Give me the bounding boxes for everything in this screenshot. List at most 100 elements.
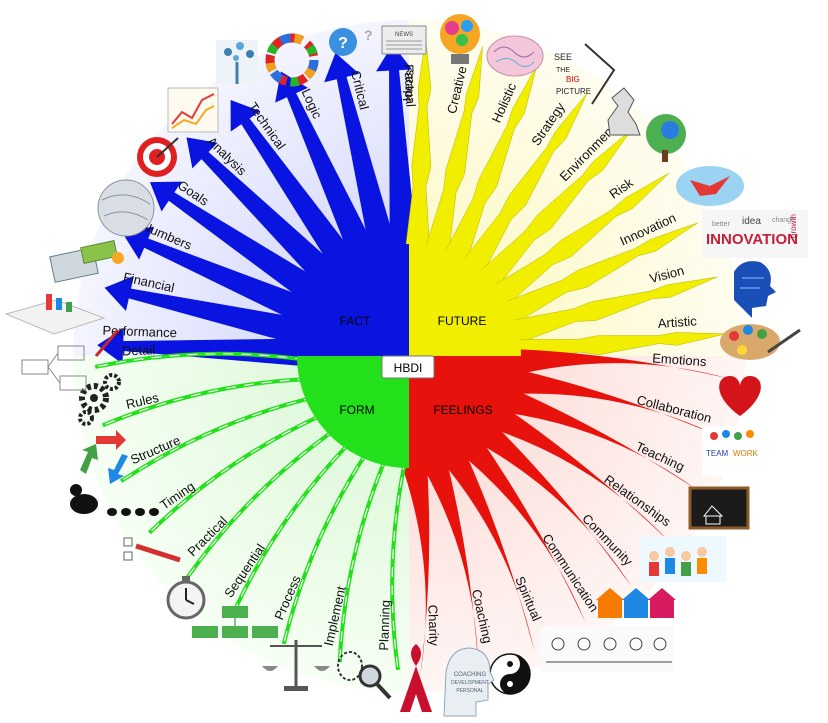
communication-sketch-picture [540, 626, 674, 672]
paint-brush [767, 328, 801, 354]
quadrant-label-feelings: FEELINGS [433, 403, 492, 417]
word-cloud-text: idea [742, 216, 761, 227]
fact-quadrant [297, 244, 409, 356]
gears-icon [78, 373, 121, 426]
teamwork-dot [734, 432, 742, 440]
form-quadrant [297, 356, 409, 468]
lightbulb-base [451, 54, 469, 64]
feelings-flame [482, 402, 670, 542]
gear-large [79, 383, 109, 413]
stopwatch-crown [182, 576, 190, 582]
cycle-arrow-green [80, 444, 98, 474]
sphere-fold [101, 194, 151, 205]
child-head [697, 547, 707, 557]
line-chart-picture [167, 87, 219, 133]
chess-knight-picture [607, 87, 641, 136]
children-group-picture [640, 536, 726, 582]
ray-form [185, 427, 337, 580]
feelings-flame [468, 418, 632, 587]
ray-fact [149, 181, 334, 312]
chalkboard-picture [688, 486, 750, 530]
future-bolt [484, 172, 670, 312]
sketch-person [551, 637, 565, 651]
form-halo [73, 356, 409, 692]
coaching-text: PERSONAL [456, 688, 483, 694]
heart-shape [719, 376, 761, 416]
house-wall [598, 600, 622, 618]
houses-picture [596, 588, 676, 618]
feelings-flame [493, 385, 700, 492]
ray-fact [275, 71, 381, 271]
ray-feelings [493, 385, 700, 492]
scales-base [284, 686, 308, 691]
head-silhouette [734, 261, 776, 318]
yin-yang-dot [507, 681, 513, 687]
ray-form [148, 412, 324, 535]
form-branch-dash [283, 451, 369, 645]
future-bolt [507, 332, 727, 366]
ray-label-form: Planning [376, 600, 393, 651]
child-body [649, 562, 659, 576]
paint-dab [743, 325, 753, 335]
flow-line [47, 366, 61, 384]
fact-arrow [376, 44, 418, 257]
duckling [121, 508, 131, 516]
ray-future [404, 38, 432, 258]
gear-hub [90, 394, 98, 402]
future-bolt [471, 128, 633, 297]
big-picture-text: SEE [554, 52, 572, 62]
ray-label-fact: Factual [401, 64, 418, 107]
pencil [135, 543, 181, 563]
future-bolt [404, 38, 432, 258]
checkbox [123, 537, 133, 547]
vision-head-picture [734, 261, 776, 318]
paint-palette-picture [720, 324, 801, 360]
ray-feelings [482, 402, 670, 542]
duck-mother [70, 494, 98, 514]
ray-future [422, 46, 483, 263]
paint-dab [737, 345, 747, 355]
duck-mother-head [70, 484, 82, 496]
puzzle-ring-blue [265, 33, 319, 87]
ray-fact [122, 226, 323, 330]
child-head [681, 551, 691, 561]
brain-fold [493, 46, 535, 58]
bar-chart-picture [4, 294, 106, 335]
heart-icon [719, 376, 761, 416]
sphere [97, 179, 155, 237]
checklist-pencil-picture [123, 537, 181, 563]
feelings-quadrant [409, 356, 521, 468]
sketch-person [603, 637, 617, 651]
big-picture-text: THE [556, 67, 570, 74]
ribbon-shape [400, 644, 432, 712]
house-roof [622, 588, 650, 600]
checkbox [123, 551, 133, 561]
ray-form [119, 395, 315, 483]
lightbulb-color [456, 34, 468, 46]
org-chart-box [222, 626, 248, 638]
sphere-fold [103, 211, 149, 221]
quadrant-label-form: FORM [339, 403, 374, 417]
fact-arrow [186, 137, 348, 296]
duckling [107, 508, 117, 516]
form-branch-dash [186, 429, 336, 579]
child-head [649, 551, 659, 561]
rays-layer [94, 38, 729, 676]
house-roof [648, 588, 676, 600]
duckling [149, 508, 159, 516]
teamwork-text-work: WORK [733, 449, 759, 458]
brain-sphere-picture [97, 179, 155, 237]
innovation-word-cloud: idea better change INNOVATION growth [702, 210, 808, 258]
future-bolt [495, 222, 698, 330]
child-body [697, 558, 707, 574]
ray-feelings [502, 367, 719, 437]
coaching-head-silhouette [443, 647, 495, 717]
future-bolt [440, 64, 538, 272]
ray-future [456, 92, 588, 283]
question-bubble [329, 28, 357, 56]
quadrant-label-future: FUTURE [438, 314, 487, 328]
line-chart-series [171, 93, 215, 125]
coaching-text: COACHING [454, 672, 487, 678]
form-branch-dash [339, 457, 387, 663]
